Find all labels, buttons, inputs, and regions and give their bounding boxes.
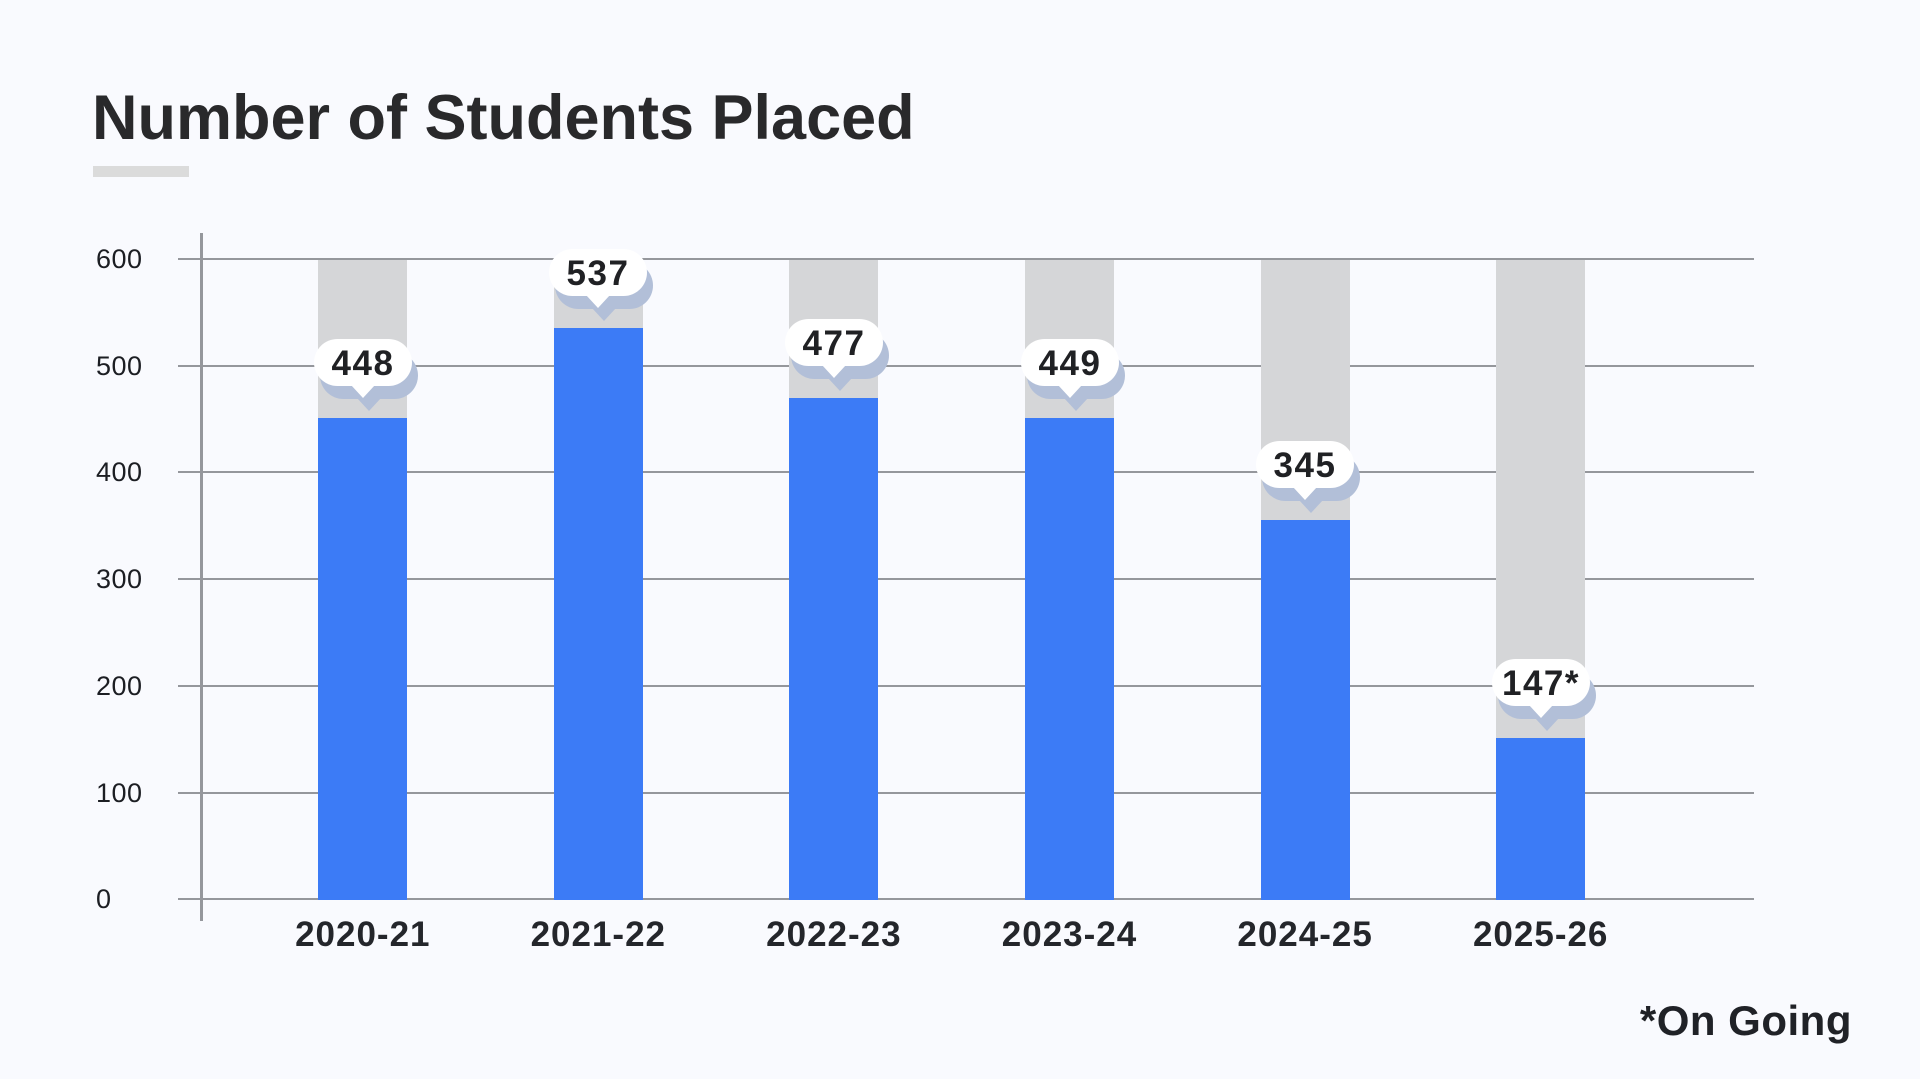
- svg-text:147*: 147*: [1502, 664, 1580, 703]
- svg-text:345: 345: [1274, 446, 1337, 485]
- svg-text:537: 537: [567, 254, 630, 293]
- svg-text:449: 449: [1038, 344, 1101, 383]
- svg-text:477: 477: [802, 324, 865, 363]
- svg-text:448: 448: [331, 344, 394, 383]
